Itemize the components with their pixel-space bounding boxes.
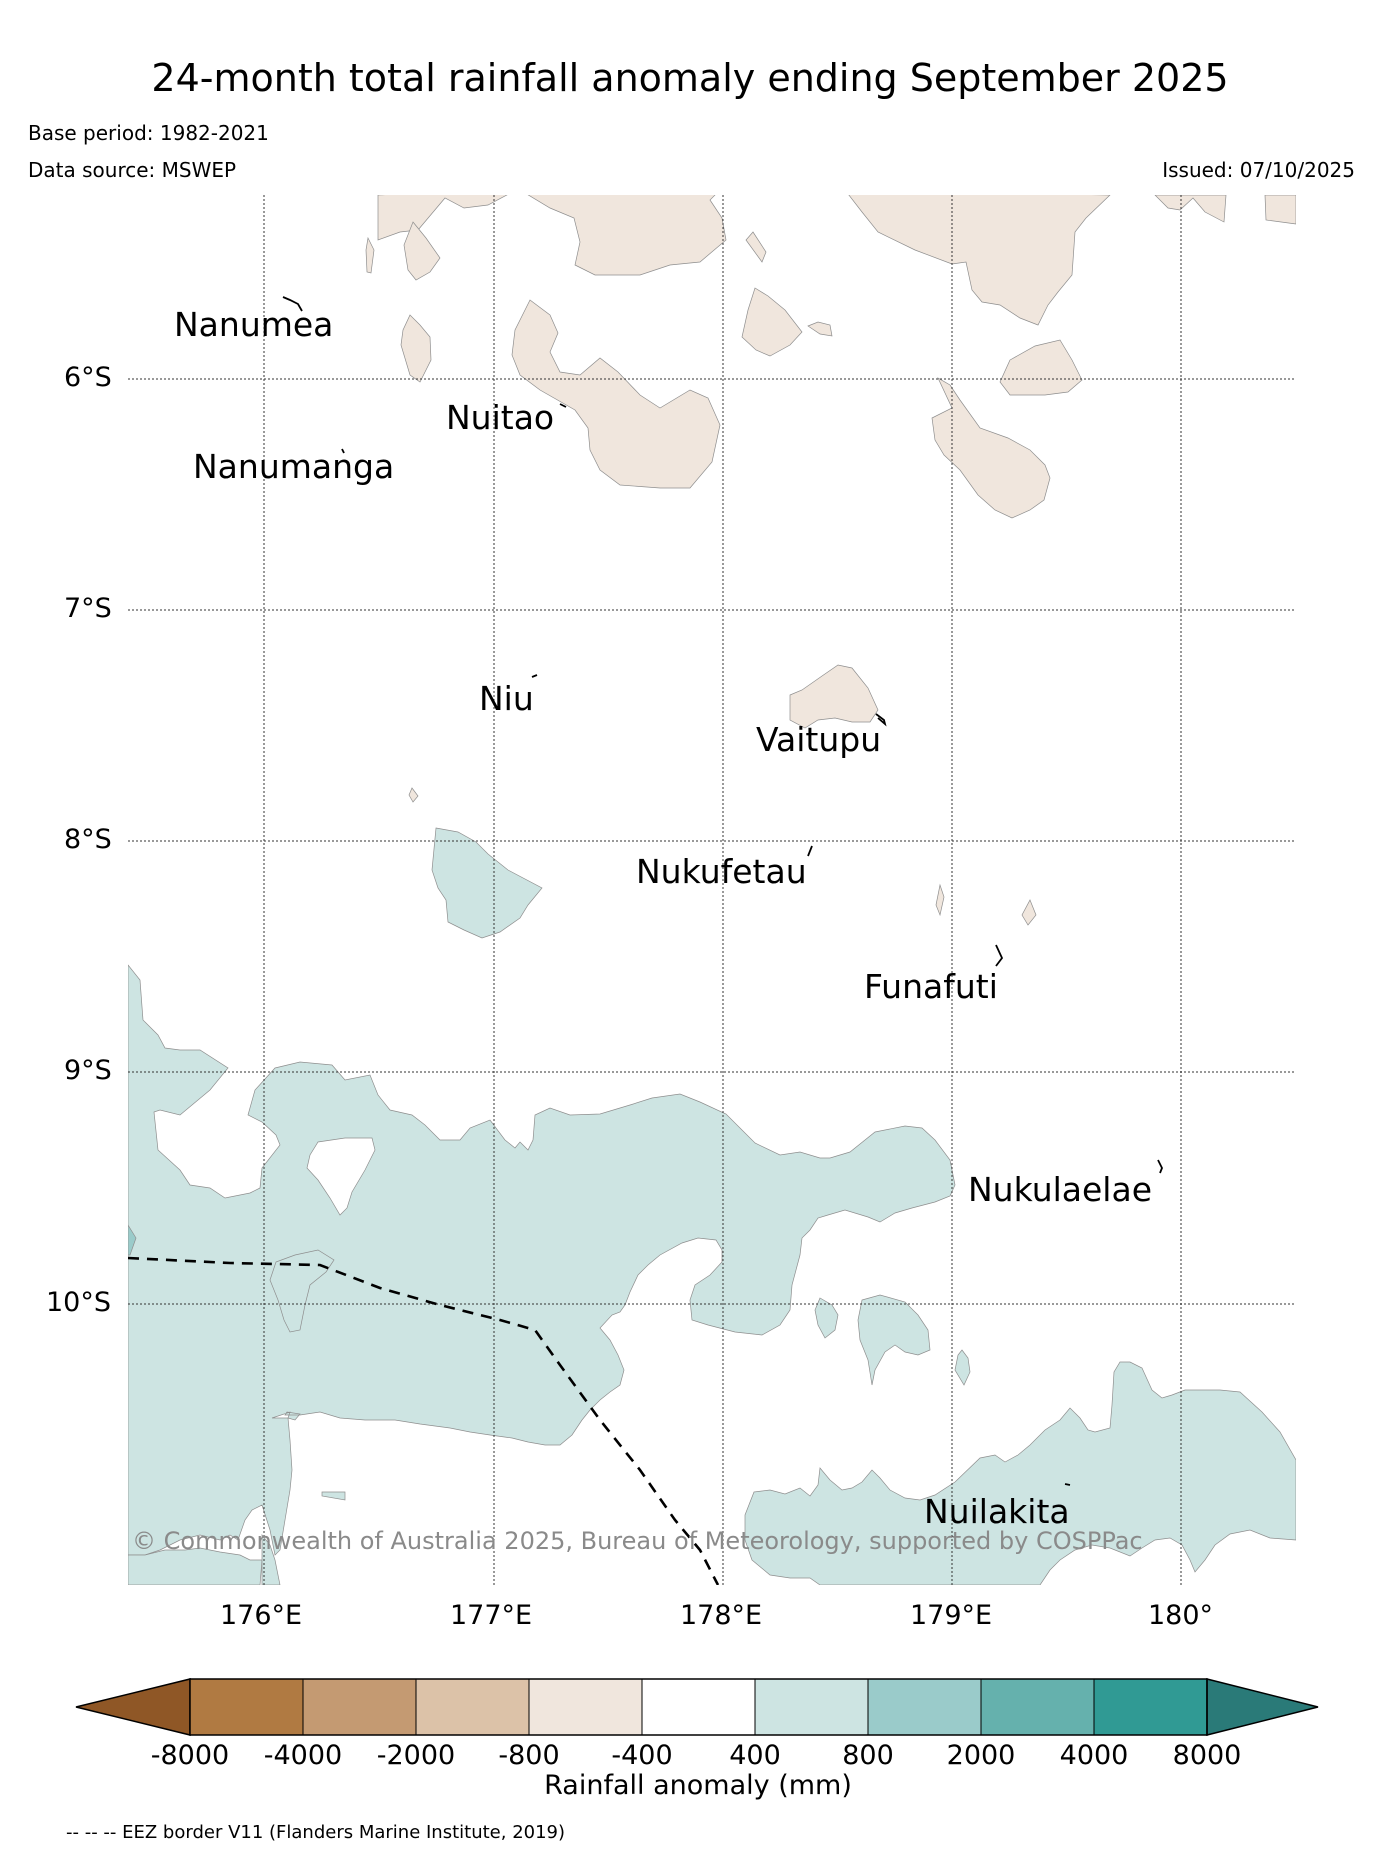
- issued-date: Issued: 07/10/2025: [1162, 158, 1355, 182]
- lat-label-6s: 6°S: [64, 362, 112, 393]
- place-label-funafuti: Funafuti: [864, 967, 998, 1006]
- place-label-nanumanga: Nanumanga: [193, 447, 395, 486]
- colorbar-tick-label: -800: [498, 1740, 560, 1771]
- lon-label-180: 180°: [1148, 1600, 1214, 1631]
- graticule: [128, 195, 1296, 1585]
- place-label-nuilakita: Nuilakita: [924, 1492, 1070, 1531]
- colorbar-swatches: [75, 1678, 1319, 1736]
- place-label-nukufetau: Nukufetau: [636, 852, 807, 891]
- copyright-notice: © Commonwealth of Australia 2025, Bureau…: [132, 1527, 1143, 1555]
- wet-regions: [128, 827, 1296, 1585]
- place-label-nuitao: Nuitao: [446, 398, 555, 437]
- dry-regions: [365, 195, 1296, 926]
- colorbar-extend-high: [1206, 1678, 1319, 1736]
- colorbar-tick-label: 4000: [1059, 1740, 1129, 1771]
- lon-label-178e: 178°E: [680, 1600, 763, 1631]
- colorbar-tick-label: -400: [611, 1740, 673, 1771]
- lon-label-176e: 176°E: [220, 1600, 303, 1631]
- colorbar-swatch: [980, 1678, 1095, 1736]
- colorbar-tick-label: 800: [842, 1740, 894, 1771]
- colorbar-tick-label: 2000: [946, 1740, 1016, 1771]
- colorbar-swatch: [302, 1678, 417, 1736]
- colorbar-swatch: [189, 1678, 304, 1736]
- colorbar-swatch: [867, 1678, 982, 1736]
- place-label-nanumea: Nanumea: [174, 305, 334, 344]
- lat-label-10s: 10°S: [46, 1287, 111, 1318]
- place-label-nukulaelae: Nukulaelae: [968, 1170, 1152, 1209]
- colorbar-title: Rainfall anomaly (mm): [544, 1770, 852, 1801]
- colorbar-swatch: [415, 1678, 530, 1736]
- island-coastlines: [282, 296, 1163, 1486]
- colorbar-tick-label: -4000: [263, 1740, 343, 1771]
- colorbar-outline: [189, 1678, 1208, 1736]
- wetter-regions: [128, 1224, 137, 1256]
- lon-label-177e: 177°E: [450, 1600, 533, 1631]
- place-label-vaitupu: Vaitupu: [756, 720, 882, 759]
- base-period: Base period: 1982-2021: [28, 121, 269, 145]
- colorbar-tick-label: -2000: [376, 1740, 456, 1771]
- colorbar-swatch: [641, 1678, 756, 1736]
- colorbar-swatch: [528, 1678, 643, 1736]
- map-title: 24-month total rainfall anomaly ending S…: [151, 56, 1229, 100]
- place-label-niu: Niu: [479, 679, 534, 718]
- eez-border: [128, 1256, 720, 1585]
- lon-label-179e: 179°E: [910, 1600, 993, 1631]
- data-source: Data source: MSWEP: [28, 158, 237, 182]
- colorbar-extend-low: [75, 1678, 191, 1736]
- eez-footnote: -- -- -- EEZ border V11 (Flanders Marine…: [66, 1822, 566, 1843]
- colorbar-tick-label: 8000: [1172, 1740, 1242, 1771]
- colorbar-swatch: [1093, 1678, 1208, 1736]
- colorbar-tick-label: 400: [729, 1740, 781, 1771]
- lat-label-9s: 9°S: [64, 1055, 112, 1086]
- lat-label-8s: 8°S: [64, 824, 112, 855]
- colorbar-swatch: [754, 1678, 869, 1736]
- colorbar-tick-label: -8000: [150, 1740, 230, 1771]
- lat-label-7s: 7°S: [64, 593, 112, 624]
